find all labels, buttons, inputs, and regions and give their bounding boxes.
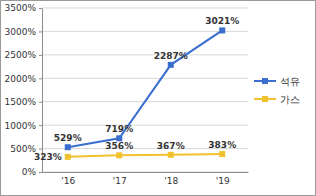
plot: 0%500%1000%1500%2000%2500%3000%3500%'16'… (5, 3, 249, 186)
data-label: 383% (208, 140, 236, 150)
legend-label: 석유 (280, 76, 300, 87)
y-tick: 3500% (5, 3, 42, 13)
grid-line (42, 8, 248, 9)
y-tick-label: 3500% (5, 3, 37, 13)
legend-marker (262, 96, 268, 102)
grid-line (42, 172, 248, 173)
y-tick-label: 1000% (5, 121, 37, 131)
x-tick: '17 (113, 172, 127, 186)
x-tick-label: '16 (61, 176, 75, 186)
grid (42, 8, 248, 172)
y-tick-mark (39, 31, 42, 32)
legend-label: 가스 (280, 94, 300, 105)
x-tick: '18 (164, 172, 178, 186)
series-marker (168, 62, 174, 68)
y-tick: 3000% (5, 27, 42, 37)
series-marker (219, 27, 225, 33)
series-marker (65, 154, 71, 160)
y-tick-mark (39, 78, 42, 79)
grid-line (42, 54, 248, 55)
y-tick: 1000% (5, 121, 42, 131)
x-tick: '16 (61, 172, 75, 186)
y-tick-mark (39, 125, 42, 126)
x-tick-label: '18 (164, 176, 178, 186)
series-marker (168, 152, 174, 158)
data-labels: 529% 719% 2287% 3021% 323% 356% 367% 383% (34, 16, 239, 161)
data-label: 3021% (205, 16, 239, 26)
grid-line (42, 125, 248, 126)
series-marker (65, 144, 71, 150)
legend-marker (262, 78, 268, 84)
legend: 석유가스 (254, 76, 300, 105)
series-line (68, 154, 223, 157)
series-line (68, 30, 223, 147)
y-tick-label: 500% (10, 144, 36, 154)
data-label: 367% (157, 141, 185, 151)
y-tick-label: 1500% (5, 97, 37, 107)
grid-line (42, 78, 248, 79)
y-tick: 1500% (5, 97, 42, 107)
y-tick-mark (39, 8, 42, 9)
data-label: 323% (34, 152, 62, 162)
x-tick-label: '17 (113, 176, 127, 186)
x-tick-label: '19 (216, 176, 230, 186)
x-axis: '16 '17 '18 '19 (43, 172, 249, 186)
data-label: 356% (105, 141, 133, 151)
chart-container: 0%500%1000%1500%2000%2500%3000%3500%'16'… (0, 0, 316, 196)
y-tick-mark (39, 149, 42, 150)
data-label: 2287% (154, 51, 188, 61)
x-axis-line (43, 172, 249, 173)
chart-frame (1, 1, 316, 196)
y-tick-label: 2000% (5, 74, 37, 84)
series-marker (116, 152, 122, 158)
y-tick-label: 2500% (5, 50, 37, 60)
data-label: 529% (54, 133, 82, 143)
x-tick: '19 (216, 172, 230, 186)
grid-line (42, 31, 248, 32)
y-tick-mark (39, 102, 42, 103)
y-tick-label: 0% (22, 167, 37, 177)
y-axis-line (42, 9, 43, 173)
y-tick: 0% (22, 167, 42, 177)
y-tick-mark (39, 172, 42, 173)
y-tick-label: 3000% (5, 27, 37, 37)
chart-svg: 0%500%1000%1500%2000%2500%3000%3500%'16'… (0, 0, 316, 196)
y-tick: 2000% (5, 74, 42, 84)
series-marks (65, 27, 226, 159)
series-marker (219, 151, 225, 157)
data-label: 719% (105, 124, 133, 134)
y-tick: 2500% (5, 50, 42, 60)
y-tick-mark (39, 55, 42, 56)
